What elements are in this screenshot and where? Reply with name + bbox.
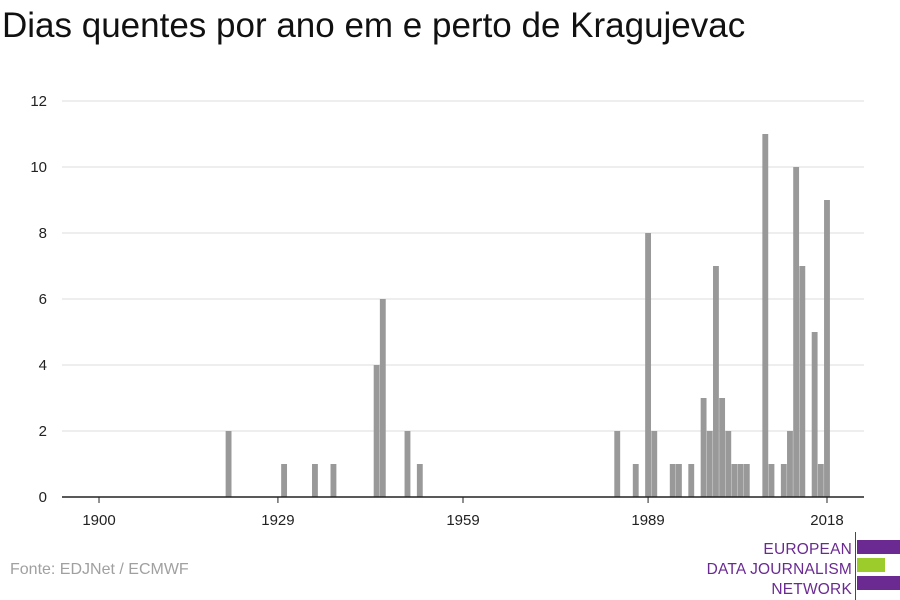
bar xyxy=(713,266,719,497)
bar xyxy=(281,464,288,497)
bar xyxy=(330,464,337,497)
y-tick-label: 4 xyxy=(39,357,47,374)
bar xyxy=(787,431,793,497)
bars xyxy=(225,134,830,497)
logo-line-3: NETWORK xyxy=(771,581,852,598)
bar xyxy=(768,464,775,497)
bar xyxy=(632,464,639,497)
bar xyxy=(404,431,411,497)
bar xyxy=(669,464,676,497)
bar xyxy=(799,266,806,497)
bar xyxy=(737,464,744,497)
y-tick-label: 2 xyxy=(39,423,47,440)
bar xyxy=(824,200,830,497)
grid-lines xyxy=(62,100,864,432)
logo-bar-bottom xyxy=(857,576,900,590)
bar xyxy=(645,233,652,497)
source-note: Fonte: EDJNet / ECMWF xyxy=(10,561,189,578)
bar xyxy=(312,464,318,497)
logo-bar-middle xyxy=(857,558,885,572)
logo-line-2: DATA JOURNALISM xyxy=(706,561,852,578)
bar xyxy=(725,431,732,497)
x-tick-label: 1989 xyxy=(631,512,664,529)
logo-divider xyxy=(855,532,856,600)
bar xyxy=(719,398,726,497)
bar xyxy=(416,464,423,497)
bar xyxy=(651,431,658,497)
bar xyxy=(780,464,787,497)
x-tick-label: 1929 xyxy=(261,512,294,529)
x-tick-label: 1959 xyxy=(446,512,479,529)
chart-title: Dias quentes por ano em e perto de Kragu… xyxy=(2,6,746,45)
logo-text: EUROPEAN DATA JOURNALISM NETWORK xyxy=(707,540,852,600)
bar xyxy=(793,167,800,497)
bar xyxy=(706,431,713,497)
bar xyxy=(675,464,682,497)
y-tick-label: 0 xyxy=(39,489,47,506)
bar xyxy=(811,332,818,497)
y-tick-label: 6 xyxy=(39,291,47,308)
logo-bar-top xyxy=(857,540,900,554)
axes: 0 2 4 6 8 10 12 1900 1929 1959 1989 2018 xyxy=(30,93,864,529)
y-tick-label: 10 xyxy=(30,159,47,176)
edjnet-logo: EUROPEAN DATA JOURNALISM NETWORK xyxy=(700,532,900,600)
y-tick-label: 8 xyxy=(39,225,47,242)
x-tick-label: 2018 xyxy=(810,512,843,529)
bar xyxy=(731,464,738,497)
bar xyxy=(373,365,380,497)
x-tick-label: 1900 xyxy=(82,512,115,529)
logo-line-1: EUROPEAN xyxy=(763,541,852,558)
bar xyxy=(700,398,707,497)
bar xyxy=(614,431,621,497)
bar xyxy=(688,464,695,497)
bar xyxy=(225,431,232,497)
bar xyxy=(379,299,386,497)
bar xyxy=(743,464,750,497)
bar xyxy=(762,134,769,497)
bar xyxy=(817,464,824,497)
y-tick-label: 12 xyxy=(30,93,47,110)
